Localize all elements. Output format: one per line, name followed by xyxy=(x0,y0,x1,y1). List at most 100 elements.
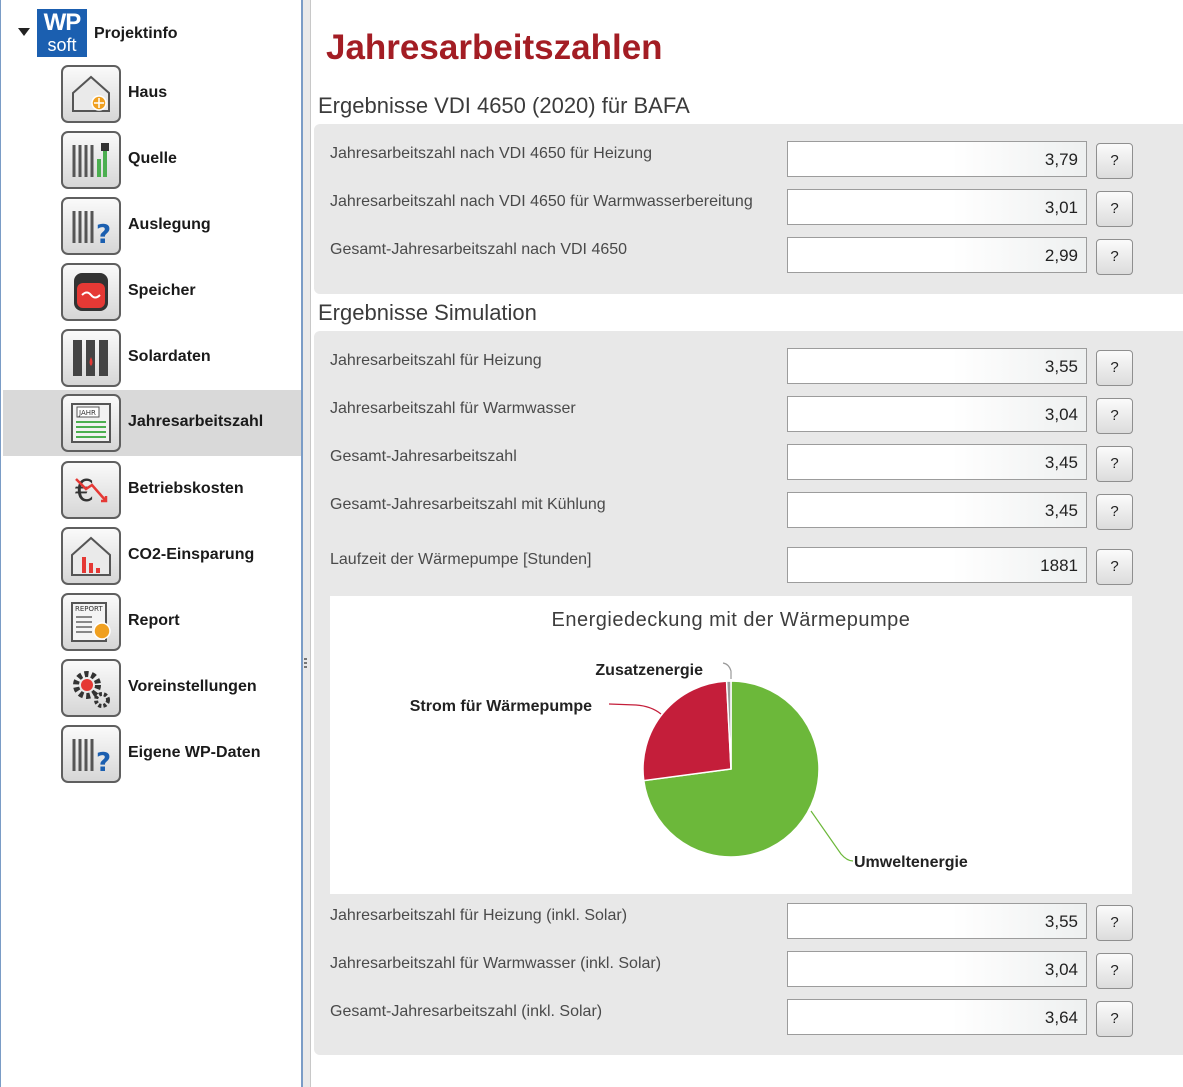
house-icon xyxy=(61,65,121,123)
result-value-field[interactable]: 3,64 xyxy=(787,999,1087,1035)
result-label: Gesamt-Jahresarbeitszahl nach VDI 4650 xyxy=(330,241,628,258)
help-button[interactable]: ? xyxy=(1096,494,1133,530)
svg-text:REPORT: REPORT xyxy=(75,605,103,613)
pie-slice-zusatzenergie xyxy=(725,680,732,770)
result-label: Gesamt-Jahresarbeitszahl xyxy=(330,448,517,465)
chart-title: Energiedeckung mit der Wärmepumpe xyxy=(551,609,911,631)
help-button[interactable]: ? xyxy=(1096,191,1133,227)
section-heading-simulation: Ergebnisse Simulation xyxy=(318,300,537,325)
svg-text:?: ? xyxy=(96,220,111,249)
result-label: Jahresarbeitszahl für Warmwasser (inkl. … xyxy=(330,955,662,972)
sidebar-item-label: Jahresarbeitszahl xyxy=(128,413,264,430)
result-label: Jahresarbeitszahl nach VDI 4650 für Warm… xyxy=(330,193,753,210)
result-value-field[interactable]: 1881 xyxy=(787,547,1087,583)
result-value-field[interactable]: 3,45 xyxy=(787,492,1087,528)
navigation-tree: WP soft Projektinfo Haus Quelle ? Ausleg… xyxy=(0,0,303,1087)
pie-data-label: Zusatzenergie xyxy=(595,662,703,679)
result-value-field[interactable]: 3,79 xyxy=(787,141,1087,177)
source-icon xyxy=(61,131,121,189)
svg-text:JAHR: JAHR xyxy=(78,409,96,417)
wp-soft-logo-icon: WP soft xyxy=(37,9,87,57)
result-label: Jahresarbeitszahl für Heizung (inkl. Sol… xyxy=(330,907,628,924)
sidebar-item-label: Speicher xyxy=(128,282,196,299)
sidebar-item-co2-einsparung[interactable]: CO2-Einsparung xyxy=(3,523,301,589)
result-row: Jahresarbeitszahl nach VDI 4650 für Warm… xyxy=(314,189,1183,229)
help-button[interactable]: ? xyxy=(1096,398,1133,434)
pie-label-connector xyxy=(608,703,662,715)
sidebar-item-label: Solardaten xyxy=(128,348,211,365)
gear-icon xyxy=(61,659,121,717)
solar-data-icon xyxy=(61,329,121,387)
sidebar-item-voreinstellungen[interactable]: Voreinstellungen xyxy=(3,655,301,721)
logo-text-bottom: soft xyxy=(47,35,77,55)
result-row: Laufzeit der Wärmepumpe [Stunden] 1881 ? xyxy=(314,547,1183,587)
report-icon: REPORT xyxy=(61,593,121,651)
help-button[interactable]: ? xyxy=(1096,549,1133,585)
page-title: Jahresarbeitszahlen xyxy=(326,28,663,67)
result-row: Jahresarbeitszahl für Heizung 3,55 ? xyxy=(314,348,1183,388)
sidebar-item-betriebskosten[interactable]: € Betriebskosten xyxy=(3,457,301,523)
vdi-results-panel: Jahresarbeitszahl nach VDI 4650 für Heiz… xyxy=(314,124,1183,294)
pie-label-connector xyxy=(722,662,732,679)
logo-text-top: WP xyxy=(43,9,82,36)
sidebar-item-haus[interactable]: Haus xyxy=(3,61,301,127)
sidebar-item-quelle[interactable]: Quelle xyxy=(3,127,301,193)
storage-tank-icon xyxy=(61,263,121,321)
result-row: Jahresarbeitszahl für Warmwasser (inkl. … xyxy=(314,951,1183,991)
calendar-year-icon: JAHR xyxy=(61,394,121,452)
sidebar-item-solardaten[interactable]: Solardaten xyxy=(3,325,301,391)
main-content: Jahresarbeitszahlen Ergebnisse VDI 4650 … xyxy=(312,0,1183,1087)
sidebar-item-speicher[interactable]: Speicher xyxy=(3,259,301,325)
tree-root-label: Projektinfo xyxy=(94,25,178,42)
sidebar-item-label: Voreinstellungen xyxy=(128,678,257,695)
result-row: Jahresarbeitszahl nach VDI 4650 für Heiz… xyxy=(314,141,1183,181)
co2-house-icon xyxy=(61,527,121,585)
help-button[interactable]: ? xyxy=(1096,143,1133,179)
sidebar-item-label: Report xyxy=(128,612,180,629)
result-value-field[interactable]: 2,99 xyxy=(787,237,1087,273)
help-button[interactable]: ? xyxy=(1096,239,1133,275)
sidebar-item-label: Betriebskosten xyxy=(128,480,244,497)
result-value-field[interactable]: 3,45 xyxy=(787,444,1087,480)
result-label: Laufzeit der Wärmepumpe [Stunden] xyxy=(330,551,592,568)
result-value-field[interactable]: 3,01 xyxy=(787,189,1087,225)
result-row: Gesamt-Jahresarbeitszahl nach VDI 4650 2… xyxy=(314,237,1183,277)
pie-chart-canvas: Umweltenergie Strom für Wärmepumpe Zusatze… xyxy=(410,662,968,871)
sidebar-item-label: Eigene WP-Daten xyxy=(128,744,261,761)
help-button[interactable]: ? xyxy=(1096,905,1133,941)
result-value-field[interactable]: 3,55 xyxy=(787,903,1087,939)
svg-text:?: ? xyxy=(96,748,111,777)
result-row: Gesamt-Jahresarbeitszahl (inkl. Solar) 3… xyxy=(314,999,1183,1039)
pie-slice-strom-für-wärmepumpe xyxy=(642,680,732,782)
help-button[interactable]: ? xyxy=(1096,446,1133,482)
euro-cost-icon: € xyxy=(61,461,121,519)
own-data-icon: ? xyxy=(61,725,121,783)
result-value-field[interactable]: 3,04 xyxy=(787,951,1087,987)
result-row: Gesamt-Jahresarbeitszahl 3,45 ? xyxy=(314,444,1183,484)
sidebar-item-eigene-wp-daten[interactable]: ? Eigene WP-Daten xyxy=(3,721,301,787)
sidebar-item-auslegung[interactable]: ? Auslegung xyxy=(3,193,301,259)
result-label: Gesamt-Jahresarbeitszahl (inkl. Solar) xyxy=(330,1003,603,1020)
pie-label-connector xyxy=(810,810,854,862)
result-label: Jahresarbeitszahl nach VDI 4650 für Heiz… xyxy=(330,145,652,162)
sidebar-item-label: Quelle xyxy=(128,150,177,167)
result-value-field[interactable]: 3,55 xyxy=(787,348,1087,384)
sidebar-item-report[interactable]: REPORT Report xyxy=(3,589,301,655)
collapse-arrow-icon[interactable] xyxy=(18,28,30,36)
help-button[interactable]: ? xyxy=(1096,953,1133,989)
help-button[interactable]: ? xyxy=(1096,1001,1133,1037)
result-row: Jahresarbeitszahl für Warmwasser 3,04 ? xyxy=(314,396,1183,436)
splitter-grip-icon[interactable] xyxy=(304,658,307,670)
result-label: Jahresarbeitszahl für Heizung xyxy=(330,352,542,369)
pie-data-label: Strom für Wärmepumpe xyxy=(410,698,592,715)
design-icon: ? xyxy=(61,197,121,255)
help-button[interactable]: ? xyxy=(1096,350,1133,386)
panel-splitter[interactable] xyxy=(303,0,311,1087)
result-value-field[interactable]: 3,04 xyxy=(787,396,1087,432)
sidebar-item-label: CO2-Einsparung xyxy=(128,546,255,563)
result-label: Jahresarbeitszahl für Warmwasser xyxy=(330,400,576,417)
tree-root-projektinfo[interactable]: WP soft Projektinfo xyxy=(1,6,301,58)
result-row: Jahresarbeitszahl für Heizung (inkl. Sol… xyxy=(314,903,1183,943)
result-label: Gesamt-Jahresarbeitszahl mit Kühlung xyxy=(330,496,606,513)
sidebar-item-jahresarbeitszahl[interactable]: JAHR Jahresarbeitszahl xyxy=(3,390,301,456)
